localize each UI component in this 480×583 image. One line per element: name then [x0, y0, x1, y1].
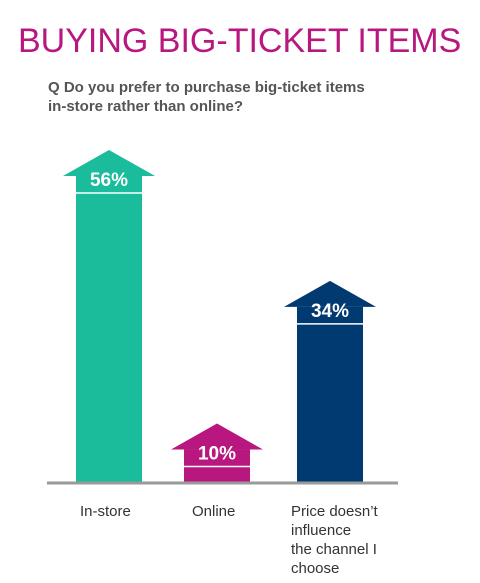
- bar-arrow-head: [63, 150, 155, 176]
- value-label: 10%: [198, 444, 236, 465]
- chart-title: BUYING BIG-TICKET ITEMS: [18, 22, 462, 60]
- category-label-line: Price doesn’t: [291, 503, 378, 520]
- bar-online: 10%: [171, 423, 263, 483]
- category-label: Price doesn’t influence the channel I choos…: [291, 502, 378, 578]
- bar-body: [297, 306, 363, 483]
- bar-in-store: 56%: [63, 150, 155, 483]
- question-line: Q Do you prefer to purchase big-ticket i…: [48, 79, 365, 96]
- category-label-line: In-store: [80, 503, 131, 520]
- value-label: 34%: [311, 301, 349, 322]
- category-label: Online: [192, 502, 235, 521]
- category-label-line: choose: [291, 560, 340, 577]
- bar-body: [76, 176, 142, 483]
- category-label-line: Online: [192, 503, 236, 520]
- value-label: 56%: [90, 170, 128, 191]
- survey-question: Q Do you prefer to purchase big-ticket i…: [48, 78, 428, 116]
- category-label: In-store: [80, 502, 131, 521]
- question-line: in-store rather than online?: [48, 98, 244, 115]
- category-label-line: influence: [291, 522, 352, 539]
- bar-price-doesn-t-influence-the-channel-i-choose: 34%: [284, 280, 376, 483]
- bar-arrow-head: [171, 423, 263, 450]
- bar-arrow-head: [284, 280, 376, 307]
- category-label-line: the channel I: [291, 541, 377, 558]
